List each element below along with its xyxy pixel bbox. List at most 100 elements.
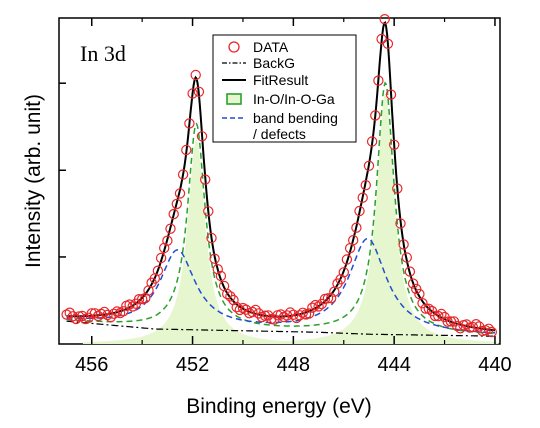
data-point bbox=[259, 310, 271, 321]
data-point bbox=[404, 266, 416, 277]
data-point bbox=[354, 205, 365, 217]
data-point bbox=[423, 303, 434, 314]
background-line bbox=[66, 320, 495, 337]
data-point bbox=[228, 294, 239, 306]
data-point bbox=[335, 274, 346, 285]
data-point bbox=[467, 321, 479, 333]
x-tick-labels: 456 452 448 444 440 bbox=[75, 354, 512, 376]
legend-label: In-O/In-O-Ga bbox=[253, 91, 335, 107]
data-point bbox=[155, 252, 167, 264]
legend-swatch-in-o bbox=[226, 93, 242, 105]
data-point bbox=[64, 307, 75, 318]
data-point bbox=[357, 192, 368, 203]
data-point bbox=[171, 198, 182, 210]
data-point bbox=[174, 188, 186, 199]
data-point bbox=[177, 169, 189, 180]
data-point bbox=[313, 301, 324, 312]
data-point bbox=[127, 301, 138, 312]
data-point bbox=[105, 312, 116, 323]
data-point bbox=[414, 288, 425, 300]
data-point bbox=[411, 283, 422, 295]
x-tick-label: 444 bbox=[377, 354, 410, 376]
data-point bbox=[341, 254, 353, 265]
legend-label: / defects bbox=[253, 126, 306, 142]
legend-label: band bending bbox=[253, 110, 338, 126]
data-point bbox=[351, 222, 362, 233]
data-point bbox=[196, 131, 208, 142]
data-point bbox=[95, 308, 107, 320]
data-point bbox=[326, 293, 337, 304]
data-point bbox=[193, 86, 205, 98]
data-point bbox=[420, 303, 431, 314]
data-point bbox=[433, 310, 444, 322]
data-point bbox=[61, 309, 72, 320]
legend-swatch-data bbox=[228, 41, 240, 53]
x-axis-title: Binding energy (eV) bbox=[186, 395, 372, 418]
data-point bbox=[442, 316, 453, 327]
data-point bbox=[187, 88, 198, 99]
data-point bbox=[165, 223, 176, 234]
data-point bbox=[322, 293, 334, 304]
data-point bbox=[102, 309, 113, 321]
data-point bbox=[118, 306, 129, 317]
data-point bbox=[181, 144, 192, 156]
data-point bbox=[392, 183, 403, 194]
data-point bbox=[203, 206, 214, 217]
data-point bbox=[360, 179, 371, 191]
data-point bbox=[338, 267, 349, 278]
data-point bbox=[158, 242, 170, 254]
data-point bbox=[77, 310, 88, 322]
data-point bbox=[285, 307, 296, 318]
x-tick-label: 452 bbox=[176, 354, 209, 376]
data-point bbox=[133, 294, 145, 305]
data-point bbox=[291, 312, 302, 324]
data-point bbox=[348, 234, 359, 246]
data-point bbox=[152, 265, 164, 276]
data-point bbox=[436, 308, 447, 320]
in-o-component-line bbox=[66, 81, 496, 335]
band-bending-component-line bbox=[66, 237, 496, 334]
data-point bbox=[470, 319, 482, 330]
legend-label: DATA bbox=[253, 39, 289, 55]
data-point bbox=[199, 174, 211, 185]
data-point bbox=[395, 218, 406, 229]
data-point bbox=[247, 306, 258, 318]
axis-ticks bbox=[59, 18, 496, 344]
data-point bbox=[212, 264, 223, 275]
data-point bbox=[366, 136, 378, 147]
data-point bbox=[225, 291, 236, 302]
data-point bbox=[303, 308, 315, 319]
data-point bbox=[373, 75, 384, 86]
y-axis-title: Intensity (arb. unit) bbox=[22, 94, 45, 268]
x-tick-label: 440 bbox=[478, 354, 511, 376]
x-tick-label: 456 bbox=[75, 354, 108, 376]
legend-box bbox=[212, 34, 357, 143]
data-point bbox=[184, 118, 195, 129]
data-point bbox=[382, 38, 394, 50]
x-tick-label: 448 bbox=[277, 354, 310, 376]
data-point bbox=[190, 69, 201, 81]
data-point bbox=[401, 252, 412, 263]
data-point bbox=[215, 270, 227, 282]
data-point bbox=[168, 208, 179, 220]
data-markers bbox=[61, 14, 497, 338]
data-point bbox=[370, 110, 381, 121]
data-point bbox=[250, 304, 261, 316]
data-point bbox=[281, 310, 293, 321]
fill-in-o-peak-1 bbox=[82, 138, 310, 344]
data-point bbox=[363, 160, 375, 171]
data-point bbox=[253, 308, 264, 319]
legend-label: BackG bbox=[253, 55, 295, 71]
panel-title: In 3d bbox=[80, 41, 126, 66]
data-point bbox=[231, 302, 242, 313]
data-point bbox=[407, 278, 419, 289]
data-point bbox=[275, 309, 286, 320]
data-point bbox=[483, 323, 494, 334]
data-point bbox=[162, 235, 173, 246]
data-point bbox=[209, 253, 220, 264]
legend-label: FitResult bbox=[253, 72, 308, 88]
data-point bbox=[385, 89, 397, 100]
data-point bbox=[206, 232, 217, 244]
data-point bbox=[108, 308, 120, 319]
